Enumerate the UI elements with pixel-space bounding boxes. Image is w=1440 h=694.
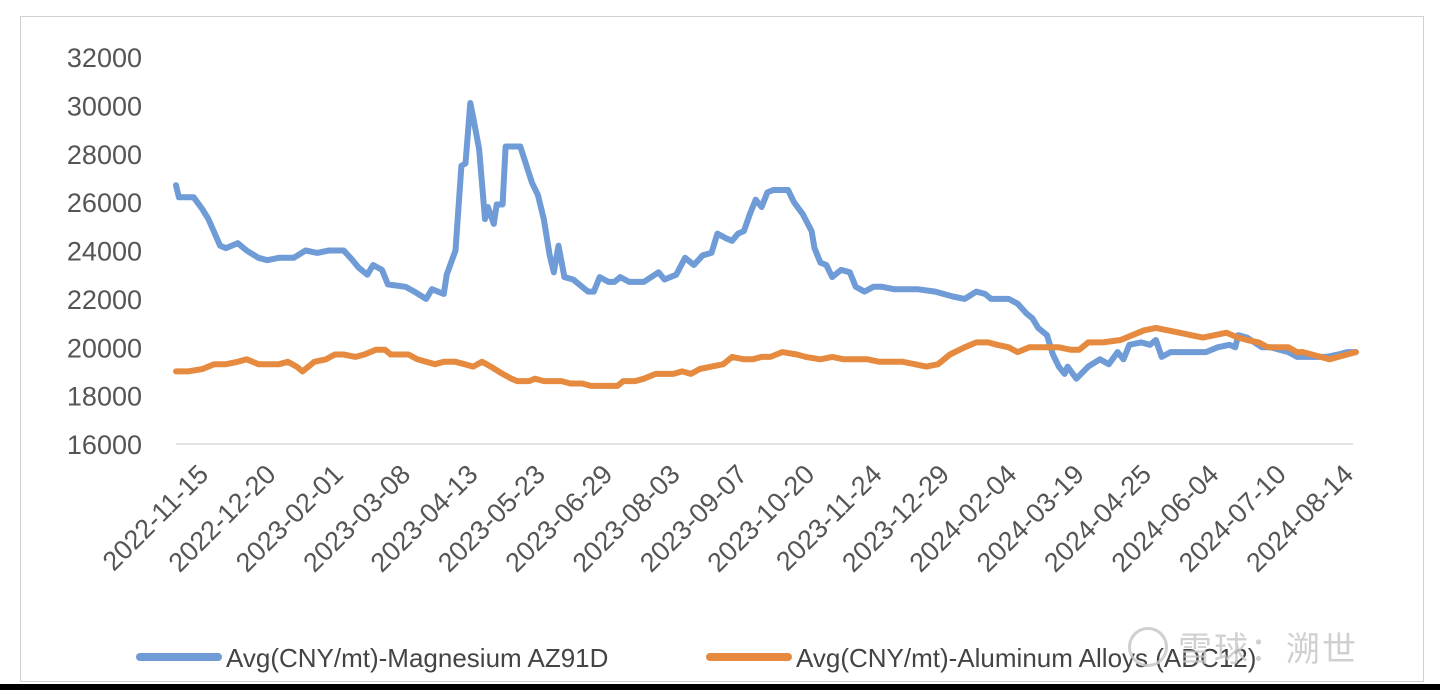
series-line-magnesium xyxy=(173,100,1359,382)
y-tick-label: 18000 xyxy=(67,382,142,412)
chart-frame xyxy=(20,16,1424,682)
y-tick-label: 26000 xyxy=(67,188,142,218)
y-tick-label: 20000 xyxy=(67,333,142,363)
legend-item-magnesium[interactable]: Avg(CNY/mt)-Magnesium AZ91D xyxy=(136,643,608,673)
x-axis: 2022-11-152022-12-202023-02-012023-03-08… xyxy=(97,443,1359,578)
y-tick-label: 28000 xyxy=(67,140,142,170)
y-axis: 16000 18000 20000 22000 24000 26000 28000 30000… xyxy=(67,43,142,460)
legend-label-aluminum: Avg(CNY/mt)-Aluminum Alloys (ADC12) xyxy=(796,643,1256,673)
y-tick-label: 24000 xyxy=(67,237,142,267)
legend: Avg(CNY/mt)-Magnesium AZ91D Avg(CNY/mt)-… xyxy=(136,643,1256,673)
y-tick-label: 22000 xyxy=(67,285,142,315)
legend-item-aluminum[interactable]: Avg(CNY/mt)-Aluminum Alloys (ADC12) xyxy=(706,643,1256,673)
bottom-rule xyxy=(0,684,1440,690)
series-line-aluminum xyxy=(173,324,1359,389)
y-tick-label: 32000 xyxy=(67,43,142,73)
legend-label-magnesium: Avg(CNY/mt)-Magnesium AZ91D xyxy=(226,643,608,673)
series-layer xyxy=(173,100,1359,389)
y-tick-label: 16000 xyxy=(67,430,142,460)
y-tick-label: 30000 xyxy=(67,91,142,121)
